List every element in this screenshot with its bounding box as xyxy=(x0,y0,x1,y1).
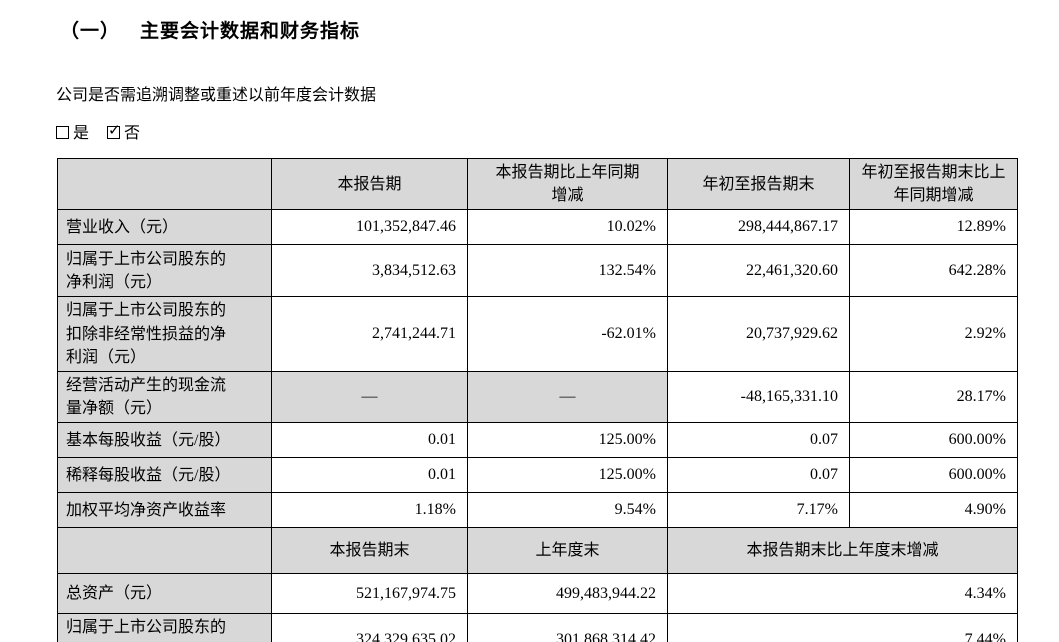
cell-empty-dash: — xyxy=(467,370,668,424)
section-heading: （一） 主要会计数据和财务指标 xyxy=(60,16,1059,43)
header-period-end-change: 本报告期末比上年度末增减 xyxy=(667,527,1018,575)
cell-value: -62.01% xyxy=(467,296,668,372)
table-row: 归属于上市公司股东的 所有者权益（元） 324,329,635.02 301,8… xyxy=(57,613,1018,642)
header-blank xyxy=(57,527,272,575)
table-header-bottom: 本报告期末 上年度末 本报告期末比上年度末增减 xyxy=(57,527,1018,575)
cell-value: 3,834,512.63 xyxy=(271,244,468,298)
section-title: 主要会计数据和财务指标 xyxy=(140,21,361,42)
row-label: 归属于上市公司股东的 净利润（元） xyxy=(57,244,272,298)
table-row: 总资产（元） 521,167,974.75 499,483,944.22 4.3… xyxy=(57,573,1018,615)
cell-value: 499,483,944.22 xyxy=(467,573,668,615)
table-row: 经营活动产生的现金流 量净额（元） — — -48,165,331.10 28.… xyxy=(57,370,1018,424)
option-yes-label: 是 xyxy=(73,125,90,142)
cell-value: 10.02% xyxy=(467,209,668,246)
cell-value: 600.00% xyxy=(849,457,1018,494)
section-number: （一） xyxy=(60,21,121,42)
row-label: 总资产（元） xyxy=(57,573,272,615)
row-label: 加权平均净资产收益率 xyxy=(57,492,272,529)
cell-value: 1.18% xyxy=(271,492,468,529)
restatement-question: 公司是否需追溯调整或重述以前年度会计数据 xyxy=(56,87,377,104)
cell-value: 28.17% xyxy=(849,370,1018,424)
checkbox-checked-icon: ✓ xyxy=(107,121,121,139)
cell-value: 4.90% xyxy=(849,492,1018,529)
table-row: 加权平均净资产收益率 1.18% 9.54% 7.17% 4.90% xyxy=(57,492,1018,529)
option-yes: 是 xyxy=(56,125,89,142)
table-header-top: 本报告期 本报告期比上年同期 增减 年初至报告期末 年初至报告期末比上 年同期增… xyxy=(57,157,1018,211)
cell-value: 324,329,635.02 xyxy=(271,613,468,642)
cell-value: 2,741,244.71 xyxy=(271,296,468,372)
cell-value: 0.07 xyxy=(667,457,850,494)
header-current-period: 本报告期 xyxy=(271,157,468,211)
row-label: 归属于上市公司股东的 所有者权益（元） xyxy=(57,613,272,642)
row-label: 基本每股收益（元/股） xyxy=(57,422,272,459)
header-period-end: 本报告期末 xyxy=(271,527,468,575)
financial-indicators-table: 本报告期 本报告期比上年同期 增减 年初至报告期末 年初至报告期末比上 年同期增… xyxy=(57,157,1018,642)
table-row: 稀释每股收益（元/股） 0.01 125.00% 0.07 600.00% xyxy=(57,457,1018,494)
option-no-label: 否 xyxy=(124,125,141,142)
cell-value: 22,461,320.60 xyxy=(667,244,850,298)
cell-value: 20,737,929.62 xyxy=(667,296,850,372)
cell-value: 7.44% xyxy=(667,613,1018,642)
option-no: ✓ 否 xyxy=(107,121,141,142)
cell-value: 7.17% xyxy=(667,492,850,529)
check-mark-icon: ✓ xyxy=(108,121,121,139)
cell-value: 9.54% xyxy=(467,492,668,529)
cell-value: 301,868,314.42 xyxy=(467,613,668,642)
header-ytd-yoy-change: 年初至报告期末比上 年同期增减 xyxy=(849,157,1018,211)
cell-value: 101,352,847.46 xyxy=(271,209,468,246)
document-page: （一） 主要会计数据和财务指标 公司是否需追溯调整或重述以前年度会计数据 是 ✓ 否… xyxy=(0,16,1059,642)
header-blank xyxy=(57,157,272,211)
cell-value: 125.00% xyxy=(467,422,668,459)
cell-value: 298,444,867.17 xyxy=(667,209,850,246)
cell-value: 132.54% xyxy=(467,244,668,298)
header-yoy-change: 本报告期比上年同期 增减 xyxy=(467,157,668,211)
cell-value: 12.89% xyxy=(849,209,1018,246)
row-label: 经营活动产生的现金流 量净额（元） xyxy=(57,370,272,424)
table-row: 归属于上市公司股东的 净利润（元） 3,834,512.63 132.54% 2… xyxy=(57,244,1018,298)
cell-value: 642.28% xyxy=(849,244,1018,298)
row-label: 稀释每股收益（元/股） xyxy=(57,457,272,494)
table-row: 基本每股收益（元/股） 0.01 125.00% 0.07 600.00% xyxy=(57,422,1018,459)
header-ytd: 年初至报告期末 xyxy=(667,157,850,211)
cell-value: 4.34% xyxy=(667,573,1018,615)
cell-value: 2.92% xyxy=(849,296,1018,372)
cell-value: 0.01 xyxy=(271,422,468,459)
cell-value: 0.07 xyxy=(667,422,850,459)
cell-value: -48,165,331.10 xyxy=(667,370,850,424)
cell-value: 125.00% xyxy=(467,457,668,494)
restatement-options: 是 ✓ 否 xyxy=(56,119,1059,143)
header-prev-year-end: 上年度末 xyxy=(467,527,668,575)
row-label: 归属于上市公司股东的 扣除非经常性损益的净 利润（元） xyxy=(57,296,272,372)
checkbox-unchecked-icon xyxy=(56,126,69,139)
table-row: 归属于上市公司股东的 扣除非经常性损益的净 利润（元） 2,741,244.71… xyxy=(57,296,1018,372)
cell-value: 0.01 xyxy=(271,457,468,494)
table-row: 营业收入（元） 101,352,847.46 10.02% 298,444,86… xyxy=(57,209,1018,246)
cell-empty-dash: — xyxy=(271,370,468,424)
cell-value: 600.00% xyxy=(849,422,1018,459)
row-label: 营业收入（元） xyxy=(57,209,272,246)
cell-value: 521,167,974.75 xyxy=(271,573,468,615)
